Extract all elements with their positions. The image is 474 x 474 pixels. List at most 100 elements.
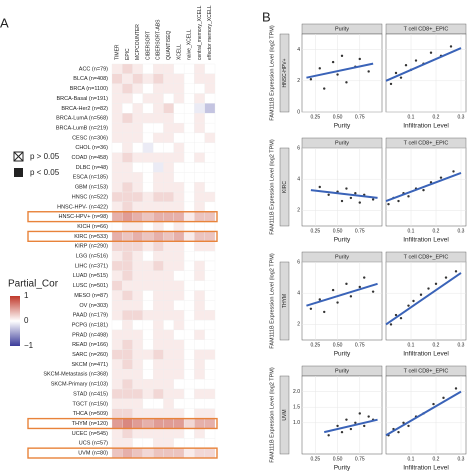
trend-line (385, 390, 462, 437)
point (340, 199, 344, 203)
row-label: KIRC (n=533) (74, 234, 108, 240)
point (397, 430, 400, 434)
heat-cell (173, 211, 185, 222)
point (363, 276, 366, 279)
heat-cell (111, 447, 123, 459)
heat-cell (194, 103, 205, 114)
heat-cell (163, 221, 174, 232)
point (318, 298, 321, 301)
row-label: BLCA (n=408) (73, 76, 108, 82)
heat-cell (111, 369, 123, 380)
heat-cell (163, 388, 174, 400)
heat-cell (153, 290, 164, 301)
point (345, 81, 348, 84)
heat-cell (163, 379, 174, 390)
heat-cell (163, 349, 174, 360)
heat-cell (194, 113, 205, 124)
heat-cell (173, 359, 185, 370)
point (429, 51, 433, 54)
point (318, 185, 321, 189)
heat-cell (194, 231, 205, 242)
heat-cell (163, 438, 174, 449)
row-label: BRCA-Her2 (n=82) (61, 106, 108, 112)
row-strip-label: HNSC-HPV+ (282, 58, 288, 87)
heat-cell (173, 191, 185, 203)
heat-cell (204, 241, 216, 252)
row-label: THCA (n=509) (73, 411, 108, 417)
row-label: STAD (n=415) (73, 391, 108, 397)
heat-cell (111, 310, 123, 321)
heat-cell (142, 329, 154, 340)
point (427, 287, 430, 290)
point (394, 313, 398, 317)
heat-cell (183, 319, 195, 331)
heat-cell (132, 388, 144, 400)
heat-cell (122, 73, 133, 84)
heat-cell (142, 359, 154, 370)
heat-cell (173, 310, 185, 321)
point (399, 76, 403, 79)
heat-cell (194, 379, 205, 390)
heat-cell (183, 250, 195, 262)
heat-cell (122, 231, 133, 242)
heat-cell (173, 221, 185, 232)
heat-cell (142, 270, 154, 281)
heat-cell (204, 231, 216, 242)
strip-label: T cell CD8+_EPIC (404, 368, 449, 374)
heat-cell (122, 280, 133, 291)
heat-cell (183, 349, 195, 360)
heat-cell (132, 182, 144, 193)
heat-cell (183, 359, 195, 370)
heat-cell (132, 172, 144, 183)
point (309, 78, 313, 81)
x-tick-label: 0.25 (310, 342, 320, 348)
heat-cell (183, 83, 195, 94)
heat-cell (142, 83, 154, 94)
heat-cell (132, 83, 144, 94)
heat-cell (204, 250, 216, 262)
legend-label: p < 0.05 (30, 168, 60, 177)
y-tick-label: 0 (297, 109, 300, 115)
heat-cell (194, 359, 205, 370)
heat-cell (194, 270, 205, 281)
heat-cell (132, 201, 144, 212)
heat-cell (153, 142, 164, 153)
heat-cell (173, 300, 185, 311)
heat-cell (132, 231, 144, 242)
heat-cell (142, 241, 154, 252)
row-label: LGG (n=516) (76, 254, 108, 260)
heat-cell (111, 231, 123, 242)
x-axis-label: Infiltration Level (403, 351, 449, 358)
heat-cell (142, 398, 154, 409)
heat-cell (111, 63, 123, 75)
row-label: KIRP (n=290) (75, 244, 109, 250)
heat-cell (194, 329, 205, 340)
point (444, 276, 448, 279)
heat-cell (132, 408, 144, 419)
heat-cell (111, 152, 123, 163)
heat-cell (163, 201, 174, 212)
column-label: CIBERSORT (145, 31, 151, 60)
heat-cell (194, 319, 205, 331)
point (349, 427, 353, 431)
x-tick-label: 0.3 (458, 114, 465, 120)
panel-label: A (0, 15, 9, 30)
heat-cell (142, 260, 154, 272)
heat-cell (183, 418, 195, 429)
heat-cell (204, 201, 216, 212)
trend-line (385, 272, 462, 326)
heat-cell (163, 359, 174, 370)
heat-cell (173, 290, 185, 301)
heat-cell (132, 191, 144, 203)
heat-cell (153, 201, 164, 212)
colorbar-tick-label: 1 (24, 291, 29, 300)
x-axis-label: Infiltration Level (403, 237, 449, 244)
heat-cell (153, 93, 164, 104)
point (422, 188, 425, 192)
heat-cell (194, 152, 205, 163)
heat-cell (194, 73, 205, 84)
heat-cell (163, 250, 174, 262)
heat-cell (111, 122, 123, 134)
column-label: effector memory_XCELL (207, 5, 213, 60)
point (345, 418, 348, 421)
